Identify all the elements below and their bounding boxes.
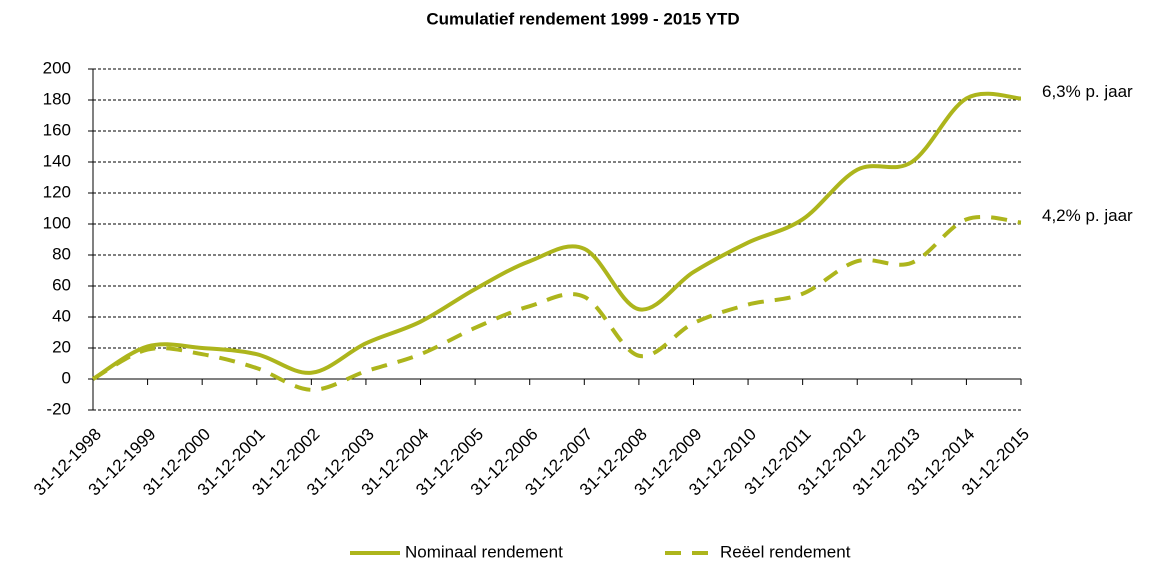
y-tick-label: 100: [43, 213, 71, 232]
chart-title: Cumulatief rendement 1999 - 2015 YTD: [426, 9, 739, 28]
y-tick-label: 40: [52, 306, 71, 325]
y-tick-label: 60: [52, 275, 71, 294]
y-tick-label: 200: [43, 58, 71, 77]
y-tick-label: 180: [43, 89, 71, 108]
annotation: 4,2% p. jaar: [1042, 206, 1133, 225]
y-tick-label: 120: [43, 182, 71, 201]
y-tick-label: 160: [43, 120, 71, 139]
series-line: [91, 91, 1022, 381]
y-tick-label: 140: [43, 151, 71, 170]
y-tick-label: -20: [46, 399, 71, 418]
series-line: [92, 214, 1022, 392]
y-tick-label: 0: [62, 368, 71, 387]
y-tick-label: 20: [52, 337, 71, 356]
legend-label: Reëel rendement: [720, 542, 851, 561]
legend-label: Nominaal rendement: [405, 542, 563, 561]
annotation: 6,3% p. jaar: [1042, 82, 1133, 101]
y-tick-label: 80: [52, 244, 71, 263]
